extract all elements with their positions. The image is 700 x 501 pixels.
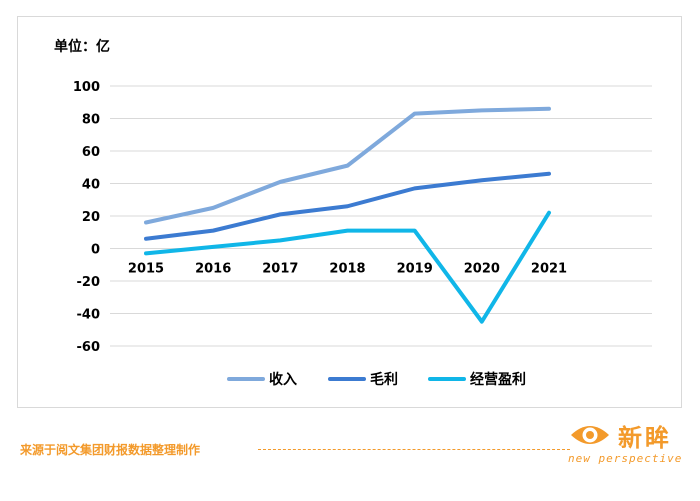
- data-point: [278, 238, 282, 242]
- data-point: [413, 186, 417, 190]
- data-point: [278, 180, 282, 184]
- brand-logo-block: 新眸 new perspective: [568, 418, 692, 468]
- x-tick-label: 2020: [464, 262, 500, 277]
- x-tick-label: 2018: [329, 262, 365, 277]
- x-tick-label: 2016: [195, 262, 231, 277]
- eye-icon: [571, 426, 609, 444]
- data-point: [547, 172, 551, 176]
- data-point: [211, 245, 215, 249]
- legend-label: 收入: [269, 371, 297, 388]
- y-tick-label: 80: [82, 113, 100, 128]
- data-point: [211, 206, 215, 210]
- data-point: [413, 229, 417, 233]
- line-chart: 100 80 60 40 20 0 -20 -40 -60 2015 2016 2017 2018 201…: [73, 80, 652, 388]
- data-point: [480, 320, 484, 324]
- data-point: [211, 229, 215, 233]
- x-tick-label: 2021: [531, 262, 567, 277]
- y-tick-label: 100: [73, 80, 100, 95]
- brand-name: 新眸: [618, 424, 672, 452]
- data-point: [346, 164, 349, 168]
- source-note: 来源于阅文集团财报数据整理制作: [20, 443, 201, 457]
- data-point: [413, 112, 417, 116]
- legend-label: 经营盈利: [470, 371, 526, 388]
- data-point: [346, 204, 349, 208]
- data-point: [547, 211, 551, 215]
- chart-frame: [17, 16, 682, 408]
- unit-label: 单位：亿: [54, 39, 110, 55]
- data-point: [480, 178, 484, 182]
- data-point: [144, 221, 148, 224]
- y-tick-label: -20: [77, 275, 101, 290]
- data-point: [144, 251, 148, 255]
- y-tick-label: -60: [77, 340, 101, 355]
- x-tick-label: 2019: [397, 262, 433, 277]
- x-tick-label: 2015: [128, 262, 164, 277]
- data-point: [346, 229, 349, 233]
- data-point: [278, 212, 282, 216]
- legend-label: 毛利: [370, 371, 398, 388]
- y-tick-label: -40: [77, 308, 101, 323]
- y-tick-label: 0: [91, 243, 100, 258]
- source-divider: [258, 449, 570, 450]
- y-tick-label: 40: [82, 178, 100, 193]
- data-point: [144, 237, 148, 241]
- y-tick-label: 60: [82, 145, 100, 160]
- y-tick-label: 20: [82, 210, 100, 225]
- data-point: [480, 108, 484, 112]
- data-point: [547, 107, 551, 111]
- brand-tagline: new perspective: [568, 452, 683, 465]
- x-tick-label: 2017: [262, 262, 298, 277]
